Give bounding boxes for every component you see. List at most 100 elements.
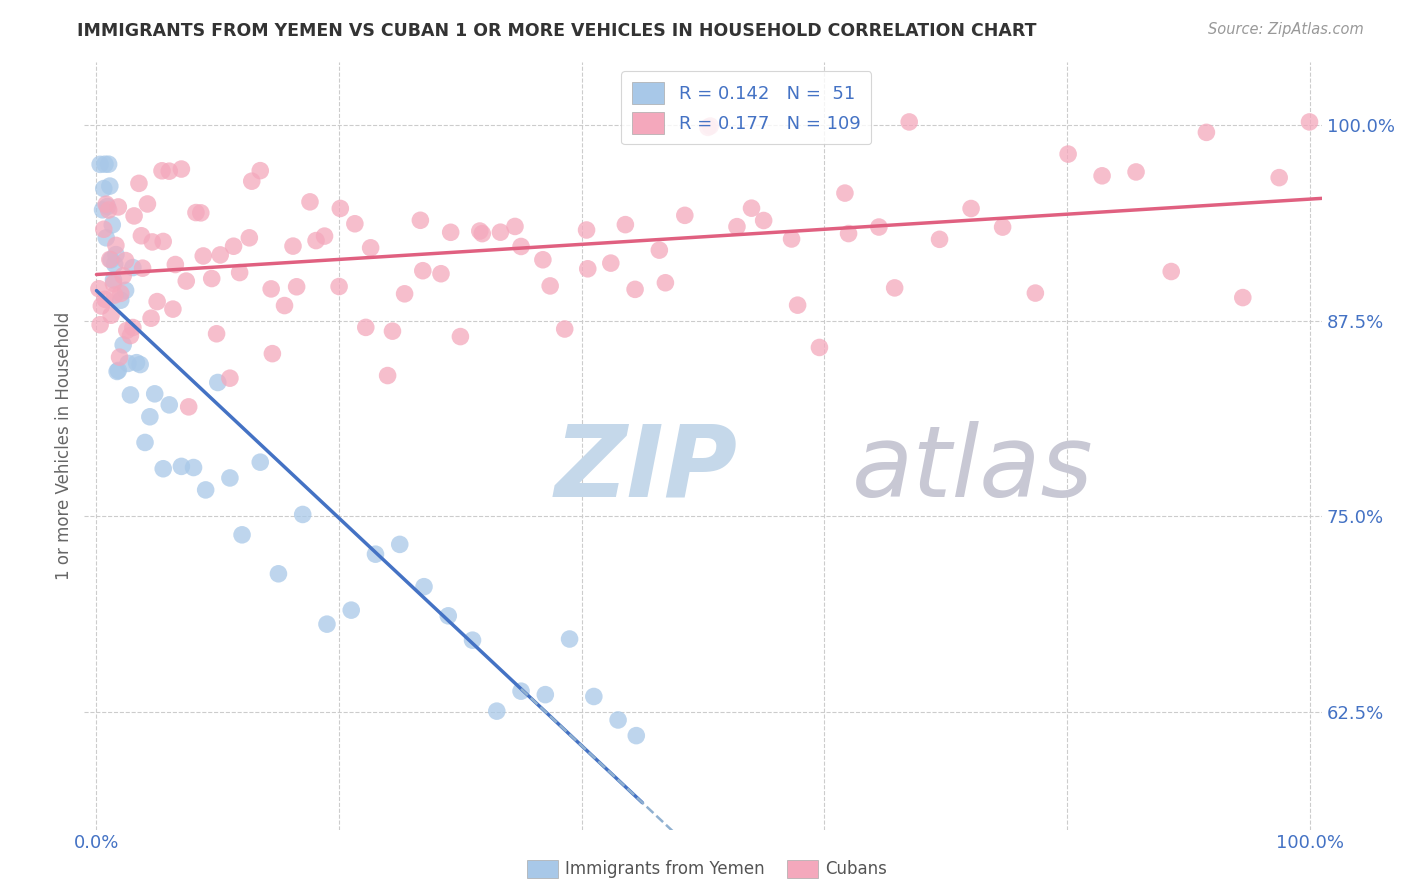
Point: [696, 120, 718, 135]
Point: [110, 293, 132, 308]
Point: [471, 227, 494, 241]
Point: [122, 260, 145, 275]
Point: [834, 186, 856, 200]
Text: atlas: atlas: [852, 420, 1092, 517]
Point: [626, 729, 648, 743]
Point: [190, 206, 212, 220]
Point: [165, 258, 187, 272]
Point: [96, 200, 118, 214]
Point: [1268, 170, 1291, 185]
Point: [193, 249, 215, 263]
Point: [114, 253, 136, 268]
Point: [107, 200, 129, 214]
Point: [104, 247, 127, 261]
Point: [485, 704, 508, 718]
Point: [449, 329, 471, 343]
Point: [150, 163, 173, 178]
Point: [219, 471, 242, 485]
Point: [1298, 115, 1320, 129]
Point: [298, 194, 321, 209]
Point: [780, 232, 803, 246]
Point: [928, 232, 950, 246]
Point: [93, 181, 115, 195]
Point: [98, 252, 121, 267]
Point: [170, 162, 193, 177]
Point: [129, 358, 152, 372]
Point: [139, 409, 162, 424]
Point: [89, 318, 111, 332]
Point: [101, 218, 124, 232]
Point: [648, 243, 671, 257]
Point: [510, 684, 533, 698]
Point: [222, 239, 245, 253]
Point: [388, 537, 411, 551]
Point: [267, 566, 290, 581]
Point: [599, 256, 621, 270]
Point: [108, 350, 131, 364]
Point: [89, 157, 111, 171]
Point: [177, 400, 200, 414]
Point: [898, 115, 921, 129]
Point: [510, 239, 533, 253]
Point: [413, 580, 436, 594]
Point: [531, 252, 554, 267]
Point: [110, 286, 132, 301]
Point: [183, 460, 205, 475]
Point: [558, 632, 581, 646]
Point: [120, 328, 142, 343]
Point: [316, 617, 339, 632]
Point: [240, 174, 263, 188]
Point: [94, 293, 117, 307]
Point: [170, 459, 193, 474]
Point: [262, 346, 284, 360]
Text: ZIP: ZIP: [554, 420, 738, 517]
Point: [231, 528, 253, 542]
Point: [120, 388, 142, 402]
Point: [430, 267, 453, 281]
Point: [157, 164, 180, 178]
Point: [868, 220, 890, 235]
Point: [607, 713, 630, 727]
Point: [97, 202, 120, 217]
Point: [340, 603, 363, 617]
Point: [1091, 169, 1114, 183]
Point: [582, 690, 605, 704]
Point: [343, 217, 366, 231]
Point: [207, 376, 229, 390]
Point: [503, 219, 526, 234]
Point: [87, 282, 110, 296]
Text: IMMIGRANTS FROM YEMEN VS CUBAN 1 OR MORE VEHICLES IN HOUSEHOLD CORRELATION CHART: IMMIGRANTS FROM YEMEN VS CUBAN 1 OR MORE…: [77, 22, 1036, 40]
Point: [136, 197, 159, 211]
Point: [238, 231, 260, 245]
Point: [412, 263, 434, 277]
Point: [360, 241, 382, 255]
Point: [285, 279, 308, 293]
Text: Cubans: Cubans: [825, 860, 887, 878]
Point: [249, 163, 271, 178]
Point: [534, 688, 557, 702]
Point: [205, 326, 228, 341]
Point: [107, 363, 129, 377]
Point: [98, 179, 121, 194]
Point: [808, 341, 831, 355]
Point: [91, 202, 114, 217]
Point: [354, 320, 377, 334]
Point: [100, 308, 122, 322]
Point: [103, 277, 125, 291]
Point: [114, 283, 136, 297]
Point: [115, 323, 138, 337]
Point: [725, 219, 748, 234]
Text: Immigrants from Yemen: Immigrants from Yemen: [565, 860, 765, 878]
Point: [440, 225, 463, 239]
Text: Source: ZipAtlas.com: Source: ZipAtlas.com: [1208, 22, 1364, 37]
Point: [699, 119, 721, 133]
Point: [96, 197, 118, 211]
Point: [991, 220, 1014, 235]
Point: [194, 483, 217, 497]
Point: [489, 225, 512, 239]
Point: [117, 356, 139, 370]
Point: [554, 322, 576, 336]
Point: [1024, 286, 1046, 301]
Point: [125, 356, 148, 370]
Point: [409, 213, 432, 227]
